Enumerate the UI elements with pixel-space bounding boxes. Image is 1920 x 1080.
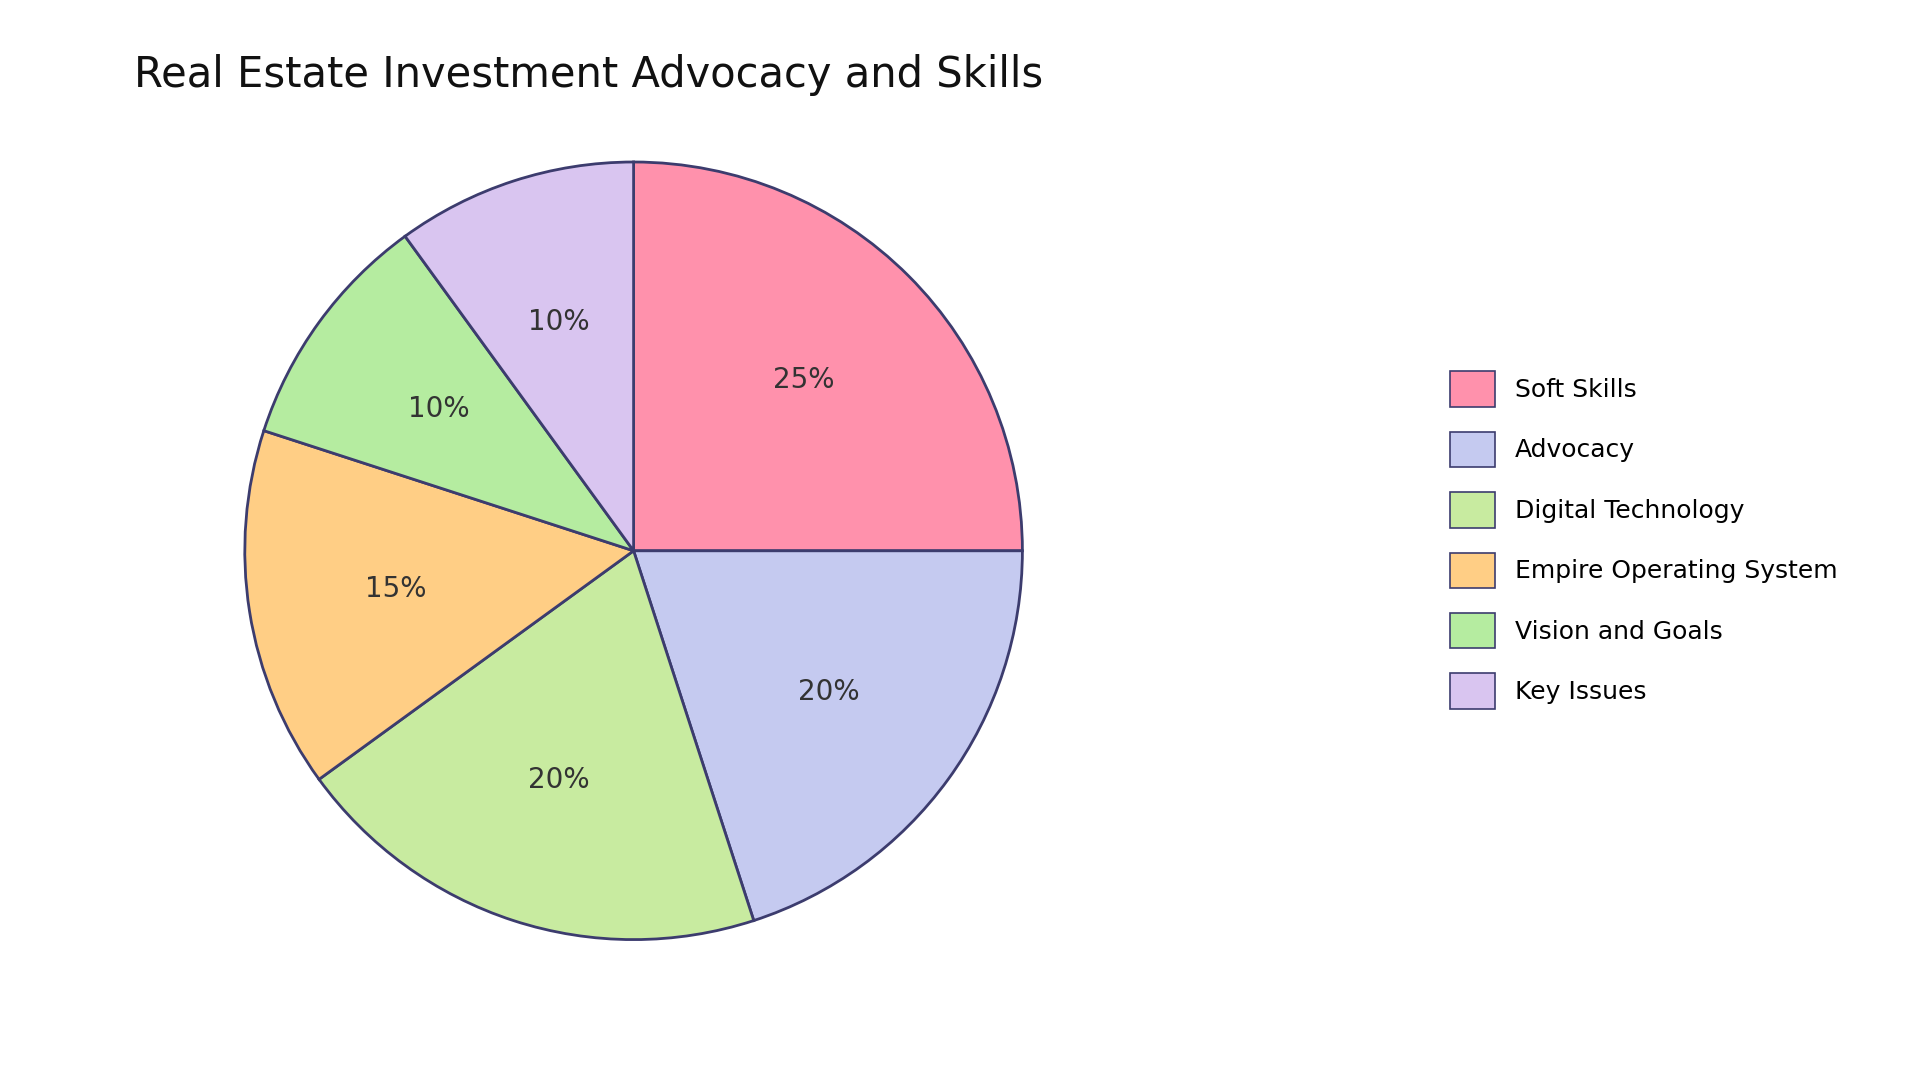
- Text: Real Estate Investment Advocacy and Skills: Real Estate Investment Advocacy and Skil…: [134, 54, 1044, 96]
- Wedge shape: [634, 162, 1021, 551]
- Wedge shape: [634, 551, 1021, 920]
- Text: 15%: 15%: [365, 575, 426, 603]
- Text: 20%: 20%: [799, 678, 860, 706]
- Text: 20%: 20%: [528, 766, 589, 794]
- Wedge shape: [263, 237, 634, 551]
- Wedge shape: [319, 551, 755, 940]
- Text: 10%: 10%: [407, 395, 468, 423]
- Wedge shape: [246, 431, 634, 780]
- Text: 25%: 25%: [774, 366, 835, 394]
- Legend: Soft Skills, Advocacy, Digital Technology, Empire Operating System, Vision and G: Soft Skills, Advocacy, Digital Technolog…: [1438, 359, 1849, 721]
- Text: 10%: 10%: [528, 308, 589, 336]
- Wedge shape: [405, 162, 634, 551]
